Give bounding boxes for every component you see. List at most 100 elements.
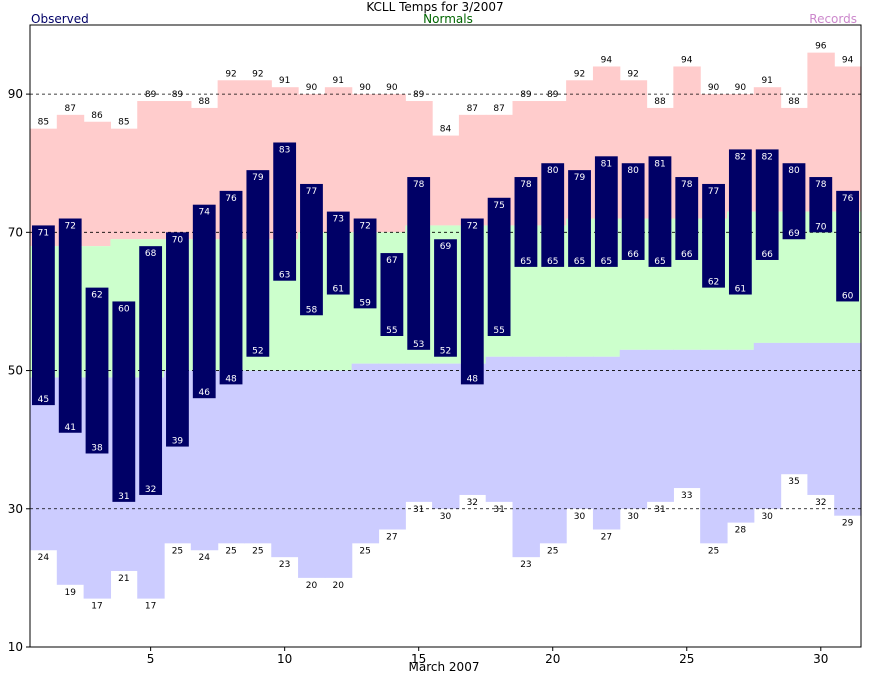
record-high-label: 89 xyxy=(547,90,559,100)
observed-bar xyxy=(568,170,591,267)
observed-bar xyxy=(648,156,672,267)
x-tick-label: 10 xyxy=(277,652,292,666)
record-low-band xyxy=(298,370,326,578)
observed-bar xyxy=(675,177,699,260)
record-high-band xyxy=(110,128,138,240)
observed-bar xyxy=(487,197,511,336)
observed-bar xyxy=(300,183,323,316)
plot-frame xyxy=(29,24,862,648)
record-low-band xyxy=(619,349,648,509)
observed-high-label: 78 xyxy=(413,180,425,190)
record-high-label: 90 xyxy=(386,83,398,93)
record-low-band xyxy=(30,377,58,551)
record-low-label: 25 xyxy=(252,546,263,556)
record-low-band xyxy=(485,356,514,502)
observed-low-label: 31 xyxy=(118,492,129,502)
legend-normals: Normals xyxy=(423,12,473,26)
record-low-label: 25 xyxy=(708,546,719,556)
record-low-band xyxy=(592,356,621,530)
observed-high-label: 71 xyxy=(38,228,49,238)
record-high-label: 94 xyxy=(681,55,693,65)
record-low-band xyxy=(351,363,380,544)
record-high-label: 92 xyxy=(252,69,263,79)
record-low-label: 25 xyxy=(359,546,370,556)
observed-low-label: 41 xyxy=(64,423,75,433)
x-tick-label: 20 xyxy=(545,652,560,666)
observed-low-label: 65 xyxy=(520,257,531,267)
observed-bars xyxy=(32,142,859,502)
record-high-label: 89 xyxy=(145,90,157,100)
observed-low-label: 55 xyxy=(386,326,397,336)
record-low-label: 23 xyxy=(279,560,290,570)
record-low-band xyxy=(753,342,782,509)
record-high-band xyxy=(432,135,460,226)
observed-high-label: 79 xyxy=(252,173,264,183)
observed-low-label: 70 xyxy=(815,222,827,232)
record-low-band xyxy=(324,370,353,578)
observed-high-label: 60 xyxy=(118,304,130,314)
observed-low-label: 61 xyxy=(735,285,746,295)
record-low-label: 23 xyxy=(520,560,531,570)
observed-high-label: 67 xyxy=(386,256,397,266)
record-low-band xyxy=(458,363,487,495)
observed-bar xyxy=(782,163,806,240)
observed-bar xyxy=(246,170,270,357)
record-low-label: 19 xyxy=(64,588,76,598)
y-tick-label: 70 xyxy=(8,225,23,239)
observed-bar xyxy=(326,211,350,295)
chart-title: KCLL Temps for 3/2007 xyxy=(366,0,503,14)
observed-high-label: 81 xyxy=(654,159,665,169)
record-high-label: 87 xyxy=(467,104,478,114)
record-high-label: 90 xyxy=(735,83,747,93)
record-low-band xyxy=(646,349,674,502)
observed-low-label: 39 xyxy=(172,437,184,447)
observed-high-label: 80 xyxy=(547,166,559,176)
record-low-label: 33 xyxy=(681,491,692,501)
record-high-label: 91 xyxy=(761,76,772,86)
record-low-label: 20 xyxy=(333,581,345,591)
observed-high-label: 73 xyxy=(333,215,344,225)
observed-high-label: 72 xyxy=(359,222,370,232)
record-low-band xyxy=(190,370,219,551)
record-high-label: 90 xyxy=(306,83,318,93)
observed-bar xyxy=(139,246,163,495)
record-low-band xyxy=(432,363,460,509)
record-low-band xyxy=(405,363,433,502)
record-low-label: 32 xyxy=(467,498,478,508)
record-low-band xyxy=(673,349,701,489)
record-high-label: 91 xyxy=(333,76,344,86)
record-low-label: 27 xyxy=(386,533,397,543)
observed-low-label: 65 xyxy=(601,257,612,267)
normal-band xyxy=(807,211,835,343)
observed-bar xyxy=(192,204,216,399)
observed-high-label: 79 xyxy=(574,173,586,183)
record-high-label: 92 xyxy=(574,69,585,79)
observed-low-label: 52 xyxy=(252,347,263,357)
observed-high-label: 68 xyxy=(145,249,157,259)
record-low-label: 25 xyxy=(172,546,183,556)
observed-high-label: 80 xyxy=(627,166,639,176)
record-low-band xyxy=(566,356,594,509)
observed-bar xyxy=(434,239,457,357)
record-high-label: 92 xyxy=(225,69,236,79)
record-low-label: 24 xyxy=(38,553,50,563)
observed-low-label: 66 xyxy=(681,250,693,260)
legend-observed: Observed xyxy=(31,12,89,26)
record-low-label: 35 xyxy=(788,477,799,487)
record-low-band xyxy=(512,356,540,558)
observed-low-label: 62 xyxy=(708,278,719,288)
x-tick-label: 30 xyxy=(813,652,828,666)
record-high-band xyxy=(378,94,406,233)
x-tick-label: 5 xyxy=(147,652,155,666)
record-high-label: 89 xyxy=(413,90,425,100)
record-low-label: 30 xyxy=(440,512,452,522)
observed-low-label: 66 xyxy=(627,250,639,260)
observed-bar xyxy=(809,177,833,233)
record-high-label: 88 xyxy=(199,97,211,107)
record-high-label: 91 xyxy=(279,76,290,86)
record-high-band xyxy=(351,94,380,233)
observed-low-label: 63 xyxy=(279,271,290,281)
record-high-band xyxy=(834,66,862,212)
record-high-label: 94 xyxy=(842,55,854,65)
